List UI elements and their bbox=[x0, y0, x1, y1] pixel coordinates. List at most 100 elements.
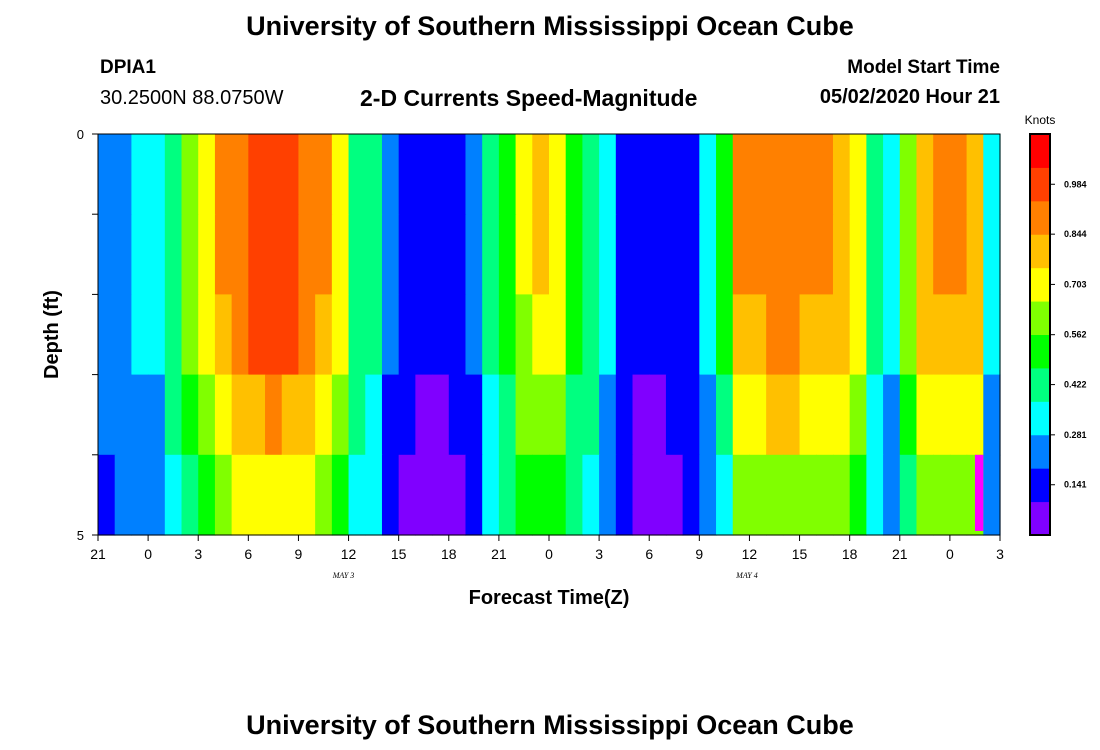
heatmap-cell bbox=[465, 374, 483, 456]
heatmap-cell bbox=[181, 454, 199, 536]
heatmap-cell bbox=[98, 294, 116, 376]
heatmap-cell bbox=[348, 134, 366, 215]
heatmap-cell bbox=[148, 134, 166, 215]
heatmap-cell bbox=[799, 454, 817, 536]
heatmap-cell bbox=[565, 454, 584, 536]
colorbar-swatch bbox=[1030, 167, 1050, 202]
colorbar-swatch bbox=[1030, 301, 1050, 335]
heatmap-cell bbox=[532, 454, 550, 536]
model-start-label: Model Start Time bbox=[847, 57, 1000, 78]
heatmap-cell bbox=[198, 374, 216, 456]
heatmap-cell bbox=[265, 374, 283, 456]
heatmap-cell bbox=[348, 454, 366, 536]
heatmap-cell bbox=[849, 294, 867, 376]
x-tick-label: 18 bbox=[842, 546, 858, 562]
x-tick-label: 15 bbox=[792, 546, 808, 562]
heatmap-cell bbox=[465, 454, 483, 536]
colorbar-swatch bbox=[1030, 267, 1050, 302]
heatmap-cell bbox=[766, 374, 784, 456]
heatmap-cell bbox=[649, 134, 667, 215]
heatmap-cell bbox=[983, 294, 1001, 376]
heatmap-cell bbox=[916, 214, 934, 295]
x-tick-label: 21 bbox=[90, 546, 106, 562]
heatmap-cell bbox=[114, 294, 133, 376]
heatmap-cell bbox=[699, 454, 717, 536]
heatmap-cell bbox=[816, 134, 834, 215]
heatmap-cell bbox=[482, 294, 500, 376]
colorbar-swatch bbox=[1030, 200, 1050, 235]
heatmap-cell bbox=[515, 214, 533, 295]
heatmap-cell bbox=[582, 134, 600, 215]
heatmap-cell bbox=[682, 214, 700, 295]
heatmap-cell bbox=[331, 454, 350, 536]
heatmap-cell bbox=[632, 214, 650, 295]
heatmap-cell bbox=[315, 134, 333, 215]
heatmap-cell bbox=[632, 134, 650, 215]
heatmap-cell bbox=[615, 214, 634, 295]
heatmap-cell bbox=[649, 454, 667, 536]
heatmap-cell bbox=[214, 374, 233, 456]
heatmap-cell bbox=[849, 454, 867, 536]
chart-subtitle: 2-D Currents Speed-Magnitude bbox=[360, 85, 698, 111]
heatmap-cell bbox=[131, 134, 149, 215]
heatmap-cell bbox=[98, 454, 116, 536]
heatmap-cell bbox=[248, 214, 266, 295]
heatmap-cell bbox=[549, 214, 567, 295]
heatmap-cell bbox=[198, 294, 216, 376]
heatmap-cell bbox=[265, 454, 283, 536]
heatmap-cell bbox=[281, 454, 300, 536]
heatmap-cell bbox=[432, 214, 450, 295]
heatmap-cell bbox=[315, 454, 333, 536]
heatmap-cell bbox=[599, 374, 617, 456]
model-start-value: 05/02/2020 Hour 21 bbox=[819, 86, 1000, 108]
heatmap-cell bbox=[465, 294, 483, 376]
heatmap-cell bbox=[515, 294, 533, 376]
heatmap-cell bbox=[782, 454, 801, 536]
heatmap-cell bbox=[448, 214, 467, 295]
heatmap-cell bbox=[582, 214, 600, 295]
heatmap-cell bbox=[231, 454, 249, 536]
heatmap-cell bbox=[732, 454, 751, 536]
colorbar-swatch bbox=[1030, 434, 1050, 469]
x-tick-label: 15 bbox=[391, 546, 407, 562]
x-tick-label: 6 bbox=[645, 546, 653, 562]
heatmap-cell bbox=[281, 374, 300, 456]
heatmap-cell bbox=[916, 374, 934, 456]
heatmap-cell bbox=[716, 454, 734, 536]
heatmap-cell bbox=[983, 454, 1001, 536]
heatmap-cell bbox=[498, 374, 517, 456]
x-tick-label: 6 bbox=[244, 546, 252, 562]
x-tick-label: 0 bbox=[946, 546, 954, 562]
y-tick-label: 5 bbox=[77, 528, 84, 543]
page-title: University of Southern Mississippi Ocean… bbox=[246, 11, 854, 41]
heatmap-cell bbox=[398, 214, 416, 295]
heatmap-cell bbox=[231, 294, 249, 376]
heatmap-cell bbox=[599, 454, 617, 536]
heatmap-cell bbox=[315, 374, 333, 456]
colorbar-tick-label: 0.422 bbox=[1064, 380, 1087, 390]
heatmap-cell bbox=[214, 214, 233, 295]
heatmap-cell bbox=[432, 294, 450, 376]
heatmap-cell bbox=[498, 134, 517, 215]
heatmap-cell bbox=[832, 374, 851, 456]
heatmap-cell bbox=[148, 454, 166, 536]
heatmap-cell bbox=[682, 134, 700, 215]
heatmap-cell bbox=[365, 454, 383, 536]
heatmap-cell bbox=[281, 134, 300, 215]
heatmap-cell bbox=[699, 134, 717, 215]
heatmap-cell bbox=[315, 294, 333, 376]
colorbar-swatch bbox=[1030, 401, 1050, 436]
colorbar-swatch bbox=[1030, 134, 1050, 168]
heatmap-cell bbox=[766, 454, 784, 536]
heatmap-cell bbox=[615, 374, 634, 456]
colorbar-swatch bbox=[1030, 501, 1050, 536]
heatmap-cell bbox=[816, 214, 834, 295]
colorbar-tick-label: 0.562 bbox=[1064, 330, 1087, 340]
heatmap-cell bbox=[181, 294, 199, 376]
heatmap-cell bbox=[749, 454, 767, 536]
heatmap-cell bbox=[465, 134, 483, 215]
heatmap-cell bbox=[949, 294, 968, 376]
heatmap-cell bbox=[214, 134, 233, 215]
heatmap-cell bbox=[181, 214, 199, 295]
colorbar-swatch bbox=[1030, 334, 1050, 369]
